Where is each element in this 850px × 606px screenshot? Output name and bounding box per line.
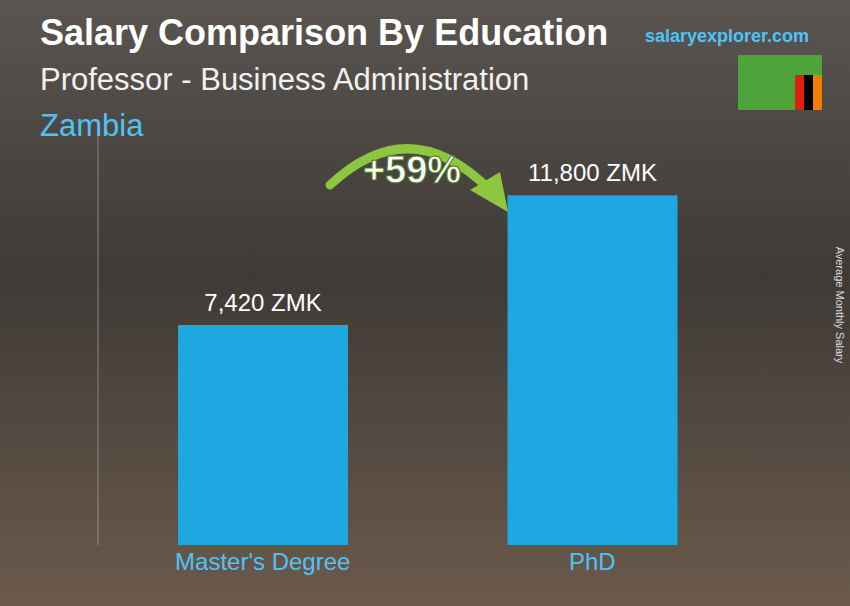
svg-text:PhD: PhD — [569, 548, 616, 575]
svg-text:+59%: +59% — [363, 149, 461, 191]
svg-text:11,800 ZMK: 11,800 ZMK — [528, 159, 657, 186]
html-text:Professor - Business Administr: Professor - Business Administration — [40, 62, 530, 97]
html-text:Salary Comparison By Education: Salary Comparison By Education — [40, 12, 609, 53]
svg-text:7,420 ZMK: 7,420 ZMK — [204, 289, 321, 316]
html-text:salaryexplorer.com: salaryexplorer.com — [645, 26, 810, 46]
html-text:Zambia: Zambia — [40, 108, 144, 143]
html-text:Average Monthly Salary: Average Monthly Salary — [834, 246, 846, 364]
svg-text:Master's Degree: Master's Degree — [175, 548, 350, 575]
